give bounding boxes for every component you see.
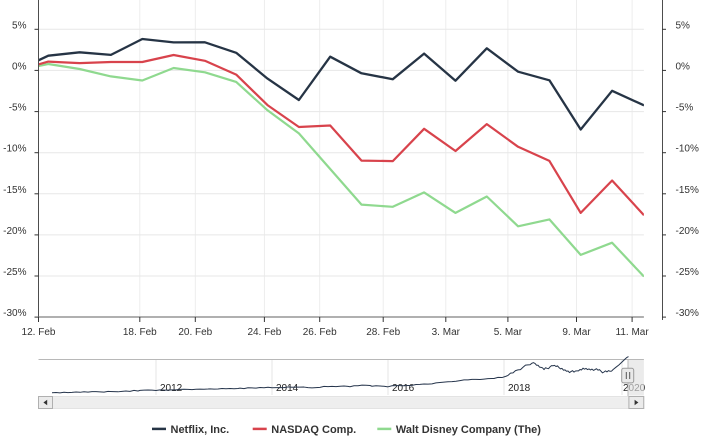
svg-text:9. Mar: 9. Mar — [562, 327, 591, 338]
svg-text:-20%: -20% — [676, 226, 699, 237]
svg-text:2012: 2012 — [160, 383, 183, 394]
svg-text:18. Feb: 18. Feb — [123, 327, 157, 338]
svg-text:-10%: -10% — [676, 144, 699, 155]
svg-text:2014: 2014 — [276, 383, 299, 394]
svg-text:5. Mar: 5. Mar — [494, 327, 523, 338]
svg-text:-15%: -15% — [676, 185, 699, 196]
svg-text:3. Mar: 3. Mar — [432, 327, 461, 338]
svg-text:0%: 0% — [12, 61, 27, 72]
svg-text:-25%: -25% — [676, 267, 699, 278]
svg-text:2016: 2016 — [392, 383, 415, 394]
svg-text:Walt Disney Company (The): Walt Disney Company (The) — [396, 424, 541, 436]
svg-text:28. Feb: 28. Feb — [366, 327, 400, 338]
svg-text:-5%: -5% — [676, 103, 694, 114]
svg-text:26. Feb: 26. Feb — [303, 327, 337, 338]
svg-text:-25%: -25% — [3, 267, 26, 278]
svg-text:-15%: -15% — [3, 185, 26, 196]
svg-text:0%: 0% — [676, 61, 691, 72]
svg-text:-10%: -10% — [3, 144, 26, 155]
svg-text:5%: 5% — [12, 20, 27, 31]
svg-text:-20%: -20% — [3, 226, 26, 237]
svg-text:-30%: -30% — [676, 308, 699, 319]
svg-text:24. Feb: 24. Feb — [247, 327, 281, 338]
svg-text:-5%: -5% — [9, 103, 27, 114]
svg-text:NASDAQ Comp.: NASDAQ Comp. — [271, 424, 356, 436]
svg-text:11. Mar: 11. Mar — [616, 327, 650, 338]
svg-text:5%: 5% — [676, 20, 691, 31]
svg-text:20. Feb: 20. Feb — [178, 327, 212, 338]
svg-text:Netflix, Inc.: Netflix, Inc. — [171, 424, 230, 436]
svg-text:-30%: -30% — [3, 308, 26, 319]
svg-text:2018: 2018 — [508, 383, 531, 394]
svg-text:12. Feb: 12. Feb — [22, 327, 56, 338]
